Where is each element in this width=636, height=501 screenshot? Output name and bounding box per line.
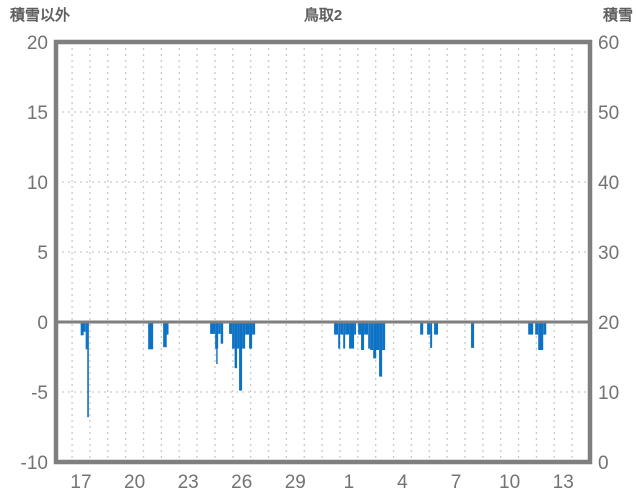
bar xyxy=(249,322,253,349)
left-tick-label: 5 xyxy=(37,243,48,264)
bar xyxy=(349,322,355,349)
bar xyxy=(376,322,380,350)
bar xyxy=(345,322,350,335)
chart-title: 鳥取2 xyxy=(304,6,342,24)
bar xyxy=(379,322,383,377)
bar xyxy=(80,322,84,336)
bar xyxy=(163,322,167,348)
bar xyxy=(343,322,346,349)
x-tick-label: 10 xyxy=(499,472,520,493)
left-tick-label: 15 xyxy=(27,103,48,124)
right-axis-title: 積雪 xyxy=(602,6,633,24)
right-tick-label: 40 xyxy=(598,173,619,194)
bar xyxy=(368,322,371,349)
bar xyxy=(245,322,250,335)
bar xyxy=(427,322,431,335)
left-axis-tick-labels: 20 15 10 5 0 -5 -10 xyxy=(21,33,48,474)
right-tick-label: 60 xyxy=(598,33,619,54)
left-tick-label: -10 xyxy=(21,453,48,474)
bar xyxy=(471,322,475,348)
x-tick-label: 17 xyxy=(70,472,91,493)
bar xyxy=(234,322,238,369)
bar xyxy=(420,322,424,335)
bar xyxy=(358,322,362,335)
bar xyxy=(85,322,88,350)
left-tick-label: 10 xyxy=(27,173,48,194)
bar xyxy=(543,322,547,335)
bar xyxy=(229,322,233,334)
bar xyxy=(535,322,539,335)
x-axis-tick-labels: 17 20 23 26 29 1 4 7 10 13 xyxy=(70,472,573,493)
bar xyxy=(87,322,89,418)
bar xyxy=(166,322,169,335)
bar xyxy=(430,322,433,348)
right-tick-label: 30 xyxy=(598,243,619,264)
x-tick-label: 26 xyxy=(231,472,252,493)
bar xyxy=(242,322,246,349)
gridlines xyxy=(56,42,590,462)
x-tick-label: 29 xyxy=(285,472,306,493)
right-tick-label: 20 xyxy=(598,313,619,334)
x-tick-label: 4 xyxy=(397,472,408,493)
bar xyxy=(232,322,235,349)
bar xyxy=(239,322,243,391)
bar xyxy=(220,322,224,344)
plot-border xyxy=(53,39,593,465)
bar xyxy=(148,322,154,350)
bar xyxy=(210,322,216,334)
bar xyxy=(370,322,374,350)
x-tick-label: 20 xyxy=(124,472,145,493)
bar xyxy=(434,322,439,335)
bar xyxy=(83,322,86,332)
bar-series xyxy=(80,322,547,418)
left-tick-label: 20 xyxy=(27,33,48,54)
bar xyxy=(382,322,386,350)
bar xyxy=(354,322,357,335)
x-tick-label: 23 xyxy=(178,472,199,493)
x-tick-label: 1 xyxy=(344,472,355,493)
bar xyxy=(237,322,240,349)
bar xyxy=(216,322,218,364)
bar xyxy=(338,322,341,349)
bar xyxy=(364,322,369,335)
right-tick-label: 10 xyxy=(598,383,619,404)
bar xyxy=(373,322,377,359)
x-tick-label: 7 xyxy=(451,472,462,493)
bar xyxy=(538,322,544,350)
bar xyxy=(218,322,221,334)
left-axis-title: 積雪以外 xyxy=(9,6,70,24)
bar xyxy=(528,322,534,335)
right-tick-label: 50 xyxy=(598,103,619,124)
left-tick-label: -5 xyxy=(31,383,48,404)
bar xyxy=(361,322,365,350)
right-tick-label: 0 xyxy=(598,453,609,474)
bar xyxy=(252,322,256,335)
right-axis-tick-labels: 60 50 40 30 20 10 0 xyxy=(598,33,619,474)
left-tick-label: 0 xyxy=(37,313,48,334)
x-tick-label: 13 xyxy=(553,472,574,493)
bar xyxy=(334,322,339,335)
bar xyxy=(340,322,344,335)
